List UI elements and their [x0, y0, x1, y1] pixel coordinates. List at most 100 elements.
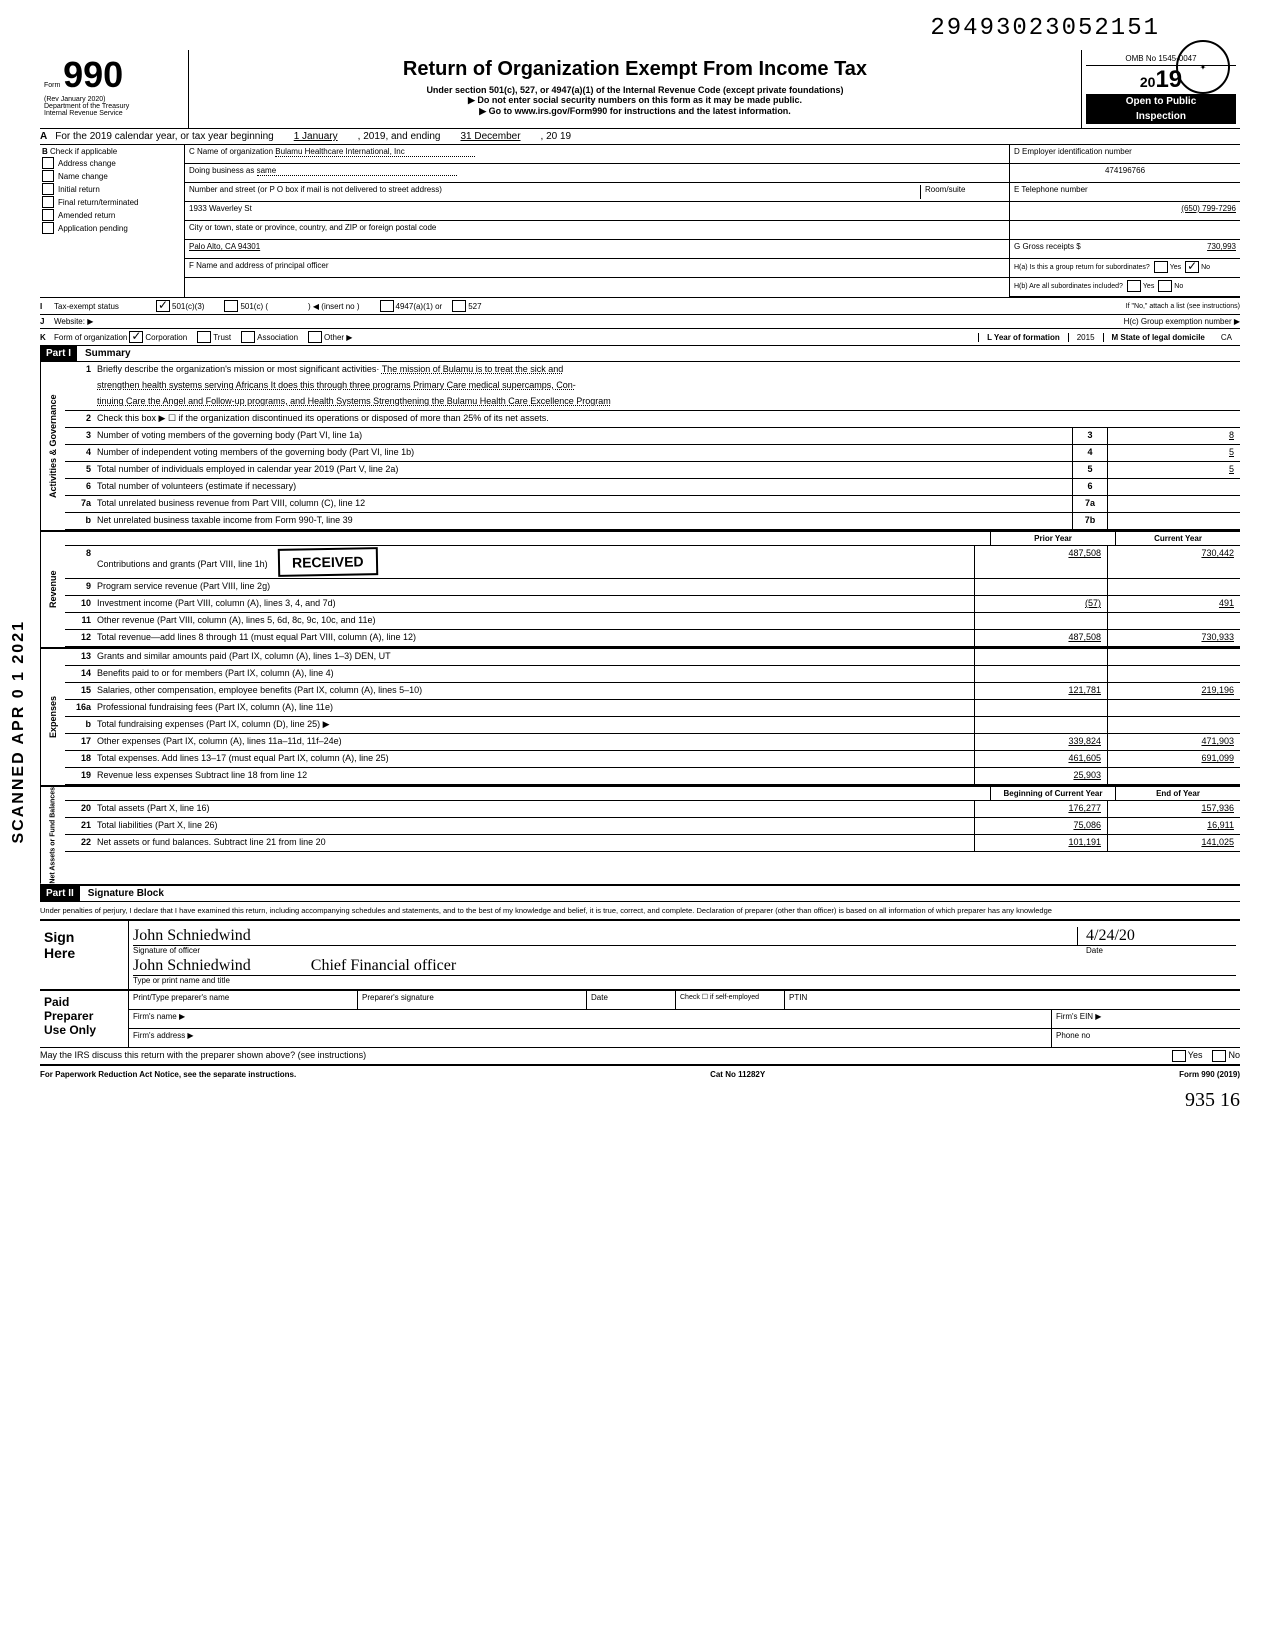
gov-row: 3Number of voting members of the governi…: [65, 428, 1240, 445]
penalties-text: Under penalties of perjury, I declare th…: [40, 902, 1240, 919]
row-current: 219,196: [1107, 683, 1240, 699]
k-opt1: Corporation: [145, 333, 187, 342]
begin-hdr: Beginning of Current Year: [990, 787, 1115, 800]
row-num: 17: [65, 734, 93, 750]
d-blank: [1010, 221, 1240, 240]
document-number: 29493023052151: [930, 15, 1160, 42]
c-officer-label: F Name and address of principal officer: [185, 259, 1009, 278]
checkbox[interactable]: [42, 170, 54, 182]
row-a-label: A: [40, 131, 47, 142]
ha-yes: Yes: [1170, 264, 1181, 271]
data-row: 19Revenue less expenses Subtract line 18…: [65, 768, 1240, 785]
row-j: J Website: ▶ H(c) Group exemption number…: [40, 315, 1240, 329]
k-trust-checkbox[interactable]: [197, 331, 211, 343]
hc-label: H(c) Group exemption number ▶: [1124, 317, 1240, 326]
row-current: [1107, 700, 1240, 716]
row-num: b: [65, 717, 93, 733]
k-opt2: Trust: [213, 333, 231, 342]
k-label: Form of organization: [54, 333, 127, 342]
line2: Check this box ▶ ☐ if the organization d…: [93, 411, 1240, 427]
prior-hdr: Prior Year: [990, 532, 1115, 545]
i-527-checkbox[interactable]: [452, 300, 466, 312]
e-label: E Telephone number: [1010, 183, 1240, 202]
col-c: C Name of organization Bulamu Healthcare…: [185, 145, 1010, 297]
c-addr-label: Number and street (or P O box if mail is…: [189, 185, 920, 199]
mission-label: Briefly describe the organization's miss…: [97, 364, 379, 374]
type-label: Type or print name and title: [133, 976, 1236, 985]
hb-yes-checkbox[interactable]: [1127, 280, 1141, 292]
discuss-text: May the IRS discuss this return with the…: [40, 1050, 366, 1062]
form-header: Form 990 (Rev January 2020) Department o…: [40, 50, 1240, 129]
checkbox[interactable]: [42, 157, 54, 169]
row-num: 19: [65, 768, 93, 784]
row-desc: Net unrelated business taxable income fr…: [93, 513, 1072, 529]
k-other-checkbox[interactable]: [308, 331, 322, 343]
row-desc: Other expenses (Part IX, column (A), lin…: [93, 734, 974, 750]
ha-yes-checkbox[interactable]: [1154, 261, 1168, 273]
firm-name: Firm's name ▶: [129, 1010, 1052, 1028]
row-prior: [974, 649, 1107, 665]
k-year-val: 2015: [1068, 333, 1103, 342]
row-desc: Total number of individuals employed in …: [93, 462, 1072, 478]
checkbox[interactable]: [42, 209, 54, 221]
row-num: 16a: [65, 700, 93, 716]
k-assoc-checkbox[interactable]: [241, 331, 255, 343]
part1-hdr: Part I: [40, 346, 77, 361]
row-prior: 101,191: [974, 835, 1107, 851]
col-d: D Employer identification number 4741967…: [1010, 145, 1240, 297]
c-dba-label: Doing business as: [189, 166, 254, 175]
row-val: 5: [1107, 462, 1240, 478]
i-501c3-checkbox[interactable]: [156, 300, 170, 312]
data-row: 13Grants and similar amounts paid (Part …: [65, 649, 1240, 666]
discuss-yes-checkbox[interactable]: [1172, 1050, 1186, 1062]
ha-no-checkbox[interactable]: [1185, 261, 1199, 273]
row-a-mid: , 2019, and ending: [358, 131, 441, 142]
net-section: Net Assets or Fund Balances Beginning of…: [40, 787, 1240, 886]
checkbox[interactable]: [42, 183, 54, 195]
open-public-2: Inspection: [1086, 109, 1236, 124]
checkbox[interactable]: [42, 222, 54, 234]
row-current: 16,911: [1107, 818, 1240, 834]
part1-title: Summary: [85, 348, 131, 359]
row-desc: Professional fundraising fees (Part IX, …: [93, 700, 974, 716]
exp-side-label: Expenses: [40, 649, 65, 785]
row-desc: Total expenses. Add lines 13–17 (must eq…: [93, 751, 974, 767]
i-501c-checkbox[interactable]: [224, 300, 238, 312]
row-desc: Total fundraising expenses (Part IX, col…: [93, 717, 974, 733]
data-row: bTotal fundraising expenses (Part IX, co…: [65, 717, 1240, 734]
row-prior: [974, 579, 1107, 595]
i-insert: ) ◀ (insert no ): [308, 302, 360, 311]
row-val: [1107, 496, 1240, 512]
i-4947-checkbox[interactable]: [380, 300, 394, 312]
j-label: Website: ▶: [54, 317, 93, 326]
b-checkbox-row: Application pending: [42, 222, 182, 234]
d-label: D Employer identification number: [1010, 145, 1240, 164]
footer-handwrite: 935 16: [40, 1089, 1240, 1112]
row-box: 6: [1072, 479, 1107, 495]
header-title: Return of Organization Exempt From Incom…: [197, 58, 1073, 81]
sig-label: Signature of officer: [133, 946, 1086, 955]
rev-section: Revenue Prior YearCurrent Year 8Contribu…: [40, 532, 1240, 649]
gov-row: 7aTotal unrelated business revenue from …: [65, 496, 1240, 513]
received-stamp: RECEIVED: [277, 547, 377, 577]
row-desc: Investment income (Part VIII, column (A)…: [93, 596, 974, 612]
b-checkbox-row: Name change: [42, 170, 182, 182]
discuss-no-checkbox[interactable]: [1212, 1050, 1226, 1062]
preparer-block: Paid Preparer Use Only Print/Type prepar…: [40, 990, 1240, 1048]
data-row: 11Other revenue (Part VIII, column (A), …: [65, 613, 1240, 630]
data-row: 22Net assets or fund balances. Subtract …: [65, 835, 1240, 852]
row-desc: Net assets or fund balances. Subtract li…: [93, 835, 974, 851]
row-prior: (57): [974, 596, 1107, 612]
row-val: [1107, 513, 1240, 529]
row-desc: Total revenue—add lines 8 through 11 (mu…: [93, 630, 974, 646]
checkbox[interactable]: [42, 196, 54, 208]
data-row: 18Total expenses. Add lines 13–17 (must …: [65, 751, 1240, 768]
hb-no-checkbox[interactable]: [1158, 280, 1172, 292]
sign-here-label: Sign Here: [40, 921, 129, 989]
row-current: [1107, 579, 1240, 595]
row-a-end: 31 December: [461, 131, 521, 142]
row-current: 691,099: [1107, 751, 1240, 767]
form-dept: Department of the Treasury: [44, 103, 184, 110]
k-corp-checkbox[interactable]: [129, 331, 143, 343]
rev-side-label: Revenue: [40, 532, 65, 647]
